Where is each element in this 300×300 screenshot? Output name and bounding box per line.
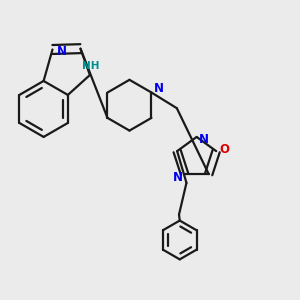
Text: N: N <box>57 45 67 58</box>
Text: NH: NH <box>82 61 99 71</box>
Text: N: N <box>199 134 209 146</box>
Text: N: N <box>173 171 183 184</box>
Text: N: N <box>154 82 164 95</box>
Text: O: O <box>219 143 230 156</box>
